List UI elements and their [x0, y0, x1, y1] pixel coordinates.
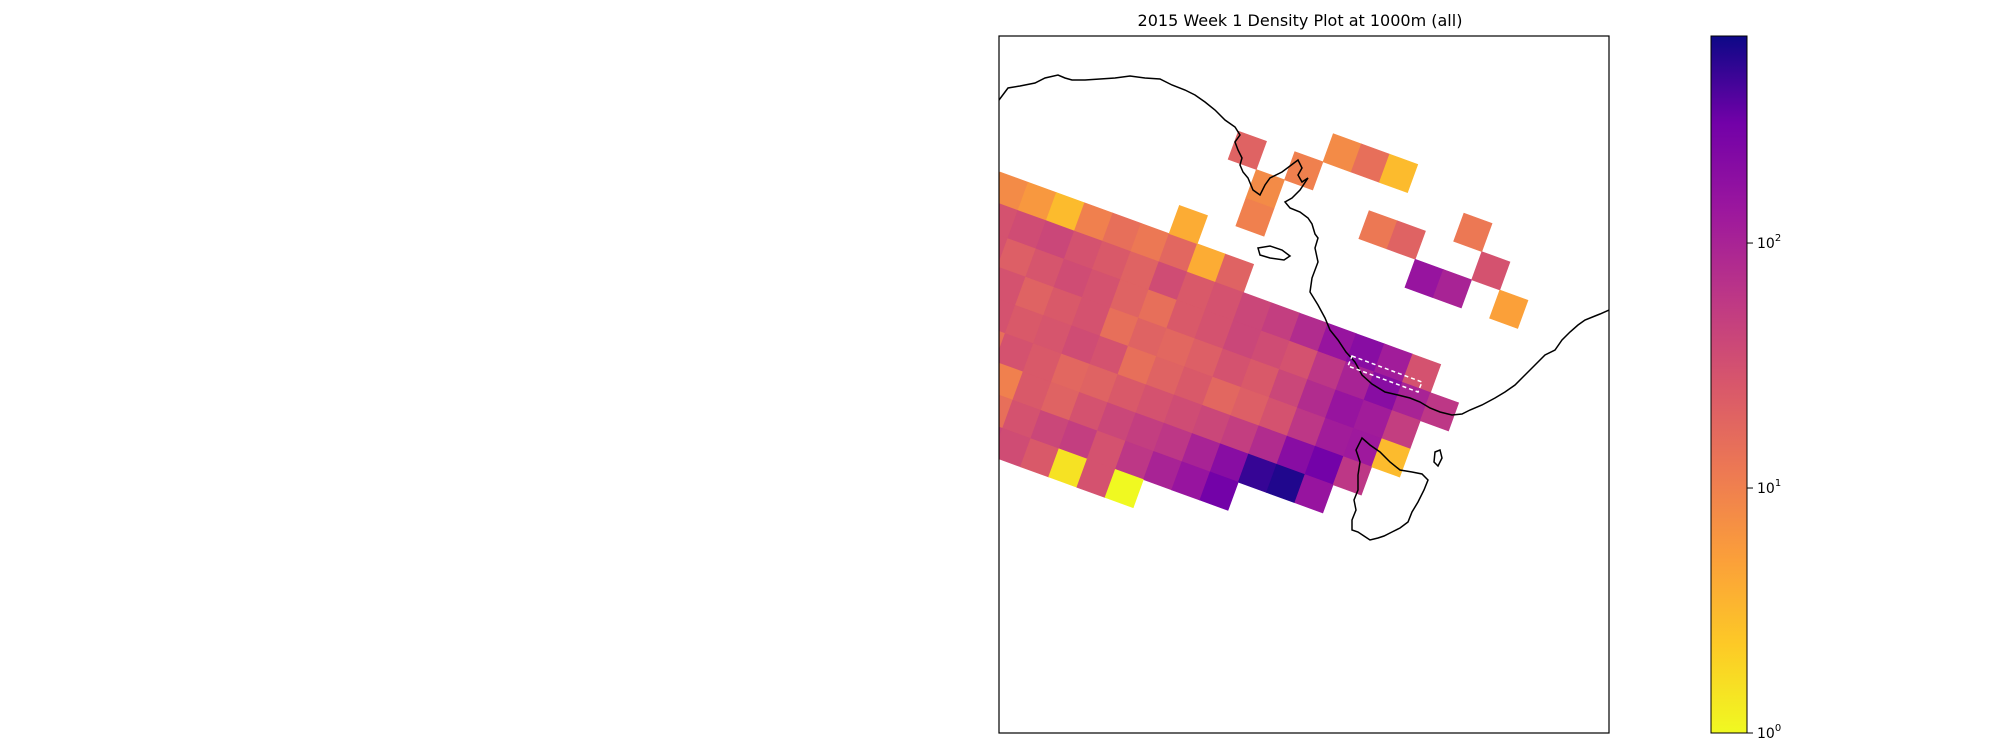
study-region-outline: [1347, 355, 1423, 393]
density-cell: [908, 398, 946, 437]
density-cell: [918, 369, 957, 408]
tasmania-coastline: [1351, 436, 1429, 541]
density-cell: [1168, 205, 1208, 245]
density-cell: [859, 444, 898, 483]
density-cell: [946, 380, 985, 418]
density-cell: [949, 285, 987, 323]
density-cell: [831, 433, 869, 471]
density-cell: [1104, 469, 1144, 509]
density-cell: [1332, 456, 1372, 496]
density-cell: [941, 218, 980, 257]
flinders-island-coastline: [1433, 448, 1443, 468]
density-cell: [956, 351, 994, 390]
density-cell: [1432, 269, 1472, 309]
density-cell: [880, 387, 918, 425]
colorbar-tick-label: 101: [1757, 478, 1781, 497]
colorbar-tick-label: 100: [1757, 723, 1781, 742]
coastline: [999, 74, 1609, 541]
colorbar-tick-label: 102: [1757, 233, 1781, 252]
density-cell: [872, 321, 910, 360]
density-cell: [890, 359, 929, 397]
density-cell: [900, 331, 938, 369]
density-cell: [1199, 471, 1239, 511]
mainland-coastline: [999, 74, 1609, 416]
density-cell: [999, 426, 1003, 439]
density-cell: [851, 377, 889, 416]
density-cell: [928, 341, 966, 380]
colorbar-gradient: [1711, 36, 1747, 733]
density-cell: [931, 246, 969, 284]
density-cell: [862, 349, 901, 388]
density-cell: [1284, 151, 1324, 191]
density-cell: [1227, 130, 1267, 170]
density-cell: [841, 405, 880, 443]
colorbar: 100 101 102: [1710, 35, 1781, 742]
density-cell: [869, 416, 908, 454]
density-cell: [882, 292, 920, 331]
density-cell: [959, 257, 997, 295]
density-cell: [897, 426, 935, 465]
colorbar-ticks: 100 101 102: [1747, 233, 1781, 742]
density-cell: [1245, 169, 1285, 209]
density-cell: [1489, 289, 1529, 329]
island-coastline: [1257, 245, 1292, 261]
density-cells: [831, 130, 1529, 514]
density-cell: [938, 313, 977, 351]
density-cell: [1294, 474, 1334, 514]
density-cell: [936, 408, 975, 446]
density-cell: [1371, 438, 1411, 478]
map-frame: [998, 35, 1610, 734]
map-area: [831, 36, 1609, 733]
plot-title: 2015 Week 1 Density Plot at 1000m (all): [1138, 11, 1463, 30]
colorbar-frame: [1710, 35, 1748, 734]
density-cell: [921, 275, 960, 314]
density-cell: [1378, 153, 1419, 193]
density-cell: [910, 303, 949, 341]
